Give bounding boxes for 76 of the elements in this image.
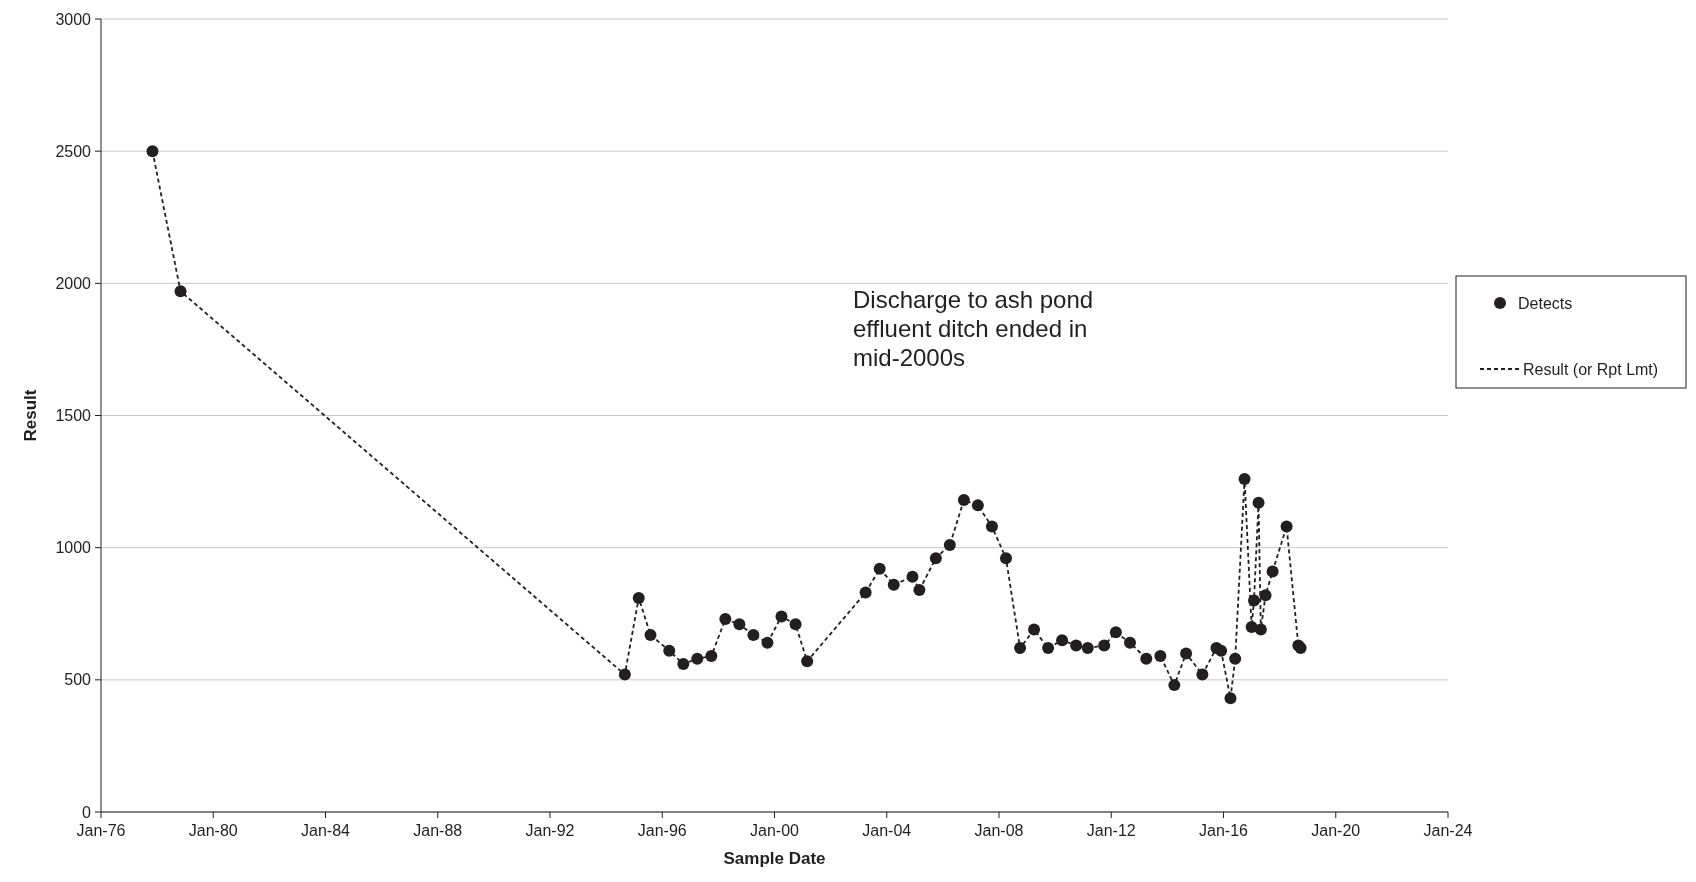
y-tick-label: 500 — [64, 671, 92, 689]
annotation: Discharge to ash pond effluent ditch ended in mid-2000s — [853, 286, 1094, 371]
point — [801, 655, 814, 668]
y-tick-label: 0 — [82, 803, 92, 821]
point — [1168, 679, 1181, 692]
point — [775, 610, 788, 623]
x-tick-label: Jan-04 — [862, 822, 912, 839]
point — [705, 650, 718, 663]
point — [943, 539, 956, 552]
x-tick-label: Jan-08 — [974, 822, 1024, 839]
point — [1109, 626, 1122, 639]
x-axis-title: Sample Date — [723, 849, 826, 868]
point — [929, 552, 942, 565]
y-tick-label: 2000 — [55, 274, 92, 292]
y-tick-label: 1000 — [55, 539, 92, 557]
x-tick-label: Jan-24 — [1423, 822, 1473, 839]
point — [1154, 650, 1167, 663]
point — [1042, 642, 1055, 655]
x-tick-label: Jan-16 — [1199, 822, 1249, 839]
x-tick-label: Jan-80 — [188, 822, 238, 839]
x-tick-label: Jan-00 — [750, 822, 800, 839]
y-axis-title: Result — [21, 389, 40, 442]
point — [1014, 642, 1027, 655]
point — [1266, 565, 1279, 578]
point — [873, 562, 886, 575]
point — [957, 494, 970, 507]
point — [1196, 668, 1209, 681]
point — [971, 499, 984, 512]
point — [677, 657, 690, 670]
y-tick-label: 3000 — [55, 10, 92, 28]
x-tick-label: Jan-88 — [413, 822, 463, 839]
point — [985, 520, 998, 533]
point — [1254, 623, 1267, 636]
point — [1224, 692, 1237, 705]
legend-label: Detects — [1518, 294, 1573, 312]
point — [663, 644, 676, 657]
x-tick-label: Jan-76 — [76, 822, 126, 839]
point — [1215, 644, 1228, 657]
point — [1238, 472, 1251, 485]
point — [1140, 652, 1153, 665]
point — [789, 618, 802, 631]
point — [887, 578, 900, 591]
point — [1028, 623, 1041, 636]
x-tick-label: Jan-96 — [637, 822, 687, 839]
point — [618, 668, 631, 681]
point — [1056, 634, 1069, 647]
x-tick-label: Jan-12 — [1086, 822, 1136, 839]
point — [733, 618, 746, 631]
point — [691, 652, 704, 665]
point — [1124, 636, 1136, 649]
point — [1180, 647, 1193, 660]
point — [859, 586, 872, 599]
point — [906, 570, 919, 583]
x-tick-label: Jan-92 — [525, 822, 575, 839]
point — [146, 145, 159, 158]
point — [913, 583, 926, 596]
point — [1081, 642, 1094, 655]
point — [1259, 589, 1272, 602]
point — [1252, 496, 1265, 509]
point — [174, 285, 187, 298]
point — [999, 552, 1012, 565]
point — [1280, 520, 1293, 533]
point — [761, 636, 774, 649]
x-tick-label: Jan-84 — [301, 822, 351, 839]
point — [1070, 639, 1083, 652]
point — [1229, 652, 1242, 665]
point — [747, 628, 760, 641]
point — [632, 591, 645, 604]
y-tick-label: 1500 — [55, 407, 92, 425]
point — [1248, 594, 1260, 607]
point — [1098, 639, 1111, 652]
point — [719, 613, 732, 626]
y-tick-label: 2500 — [55, 142, 92, 160]
x-tick-label: Jan-20 — [1311, 822, 1361, 839]
point — [644, 628, 657, 641]
legend-label: Result (or Rpt Lmt) — [1523, 360, 1659, 378]
